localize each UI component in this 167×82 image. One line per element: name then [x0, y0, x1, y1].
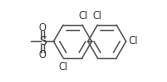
Text: Cl: Cl [58, 62, 68, 72]
Text: Cl: Cl [92, 11, 102, 21]
Text: O: O [39, 23, 46, 33]
Text: S: S [39, 35, 46, 48]
Text: Cl: Cl [78, 11, 88, 21]
Text: Cl: Cl [129, 36, 138, 46]
Text: O: O [39, 50, 46, 60]
